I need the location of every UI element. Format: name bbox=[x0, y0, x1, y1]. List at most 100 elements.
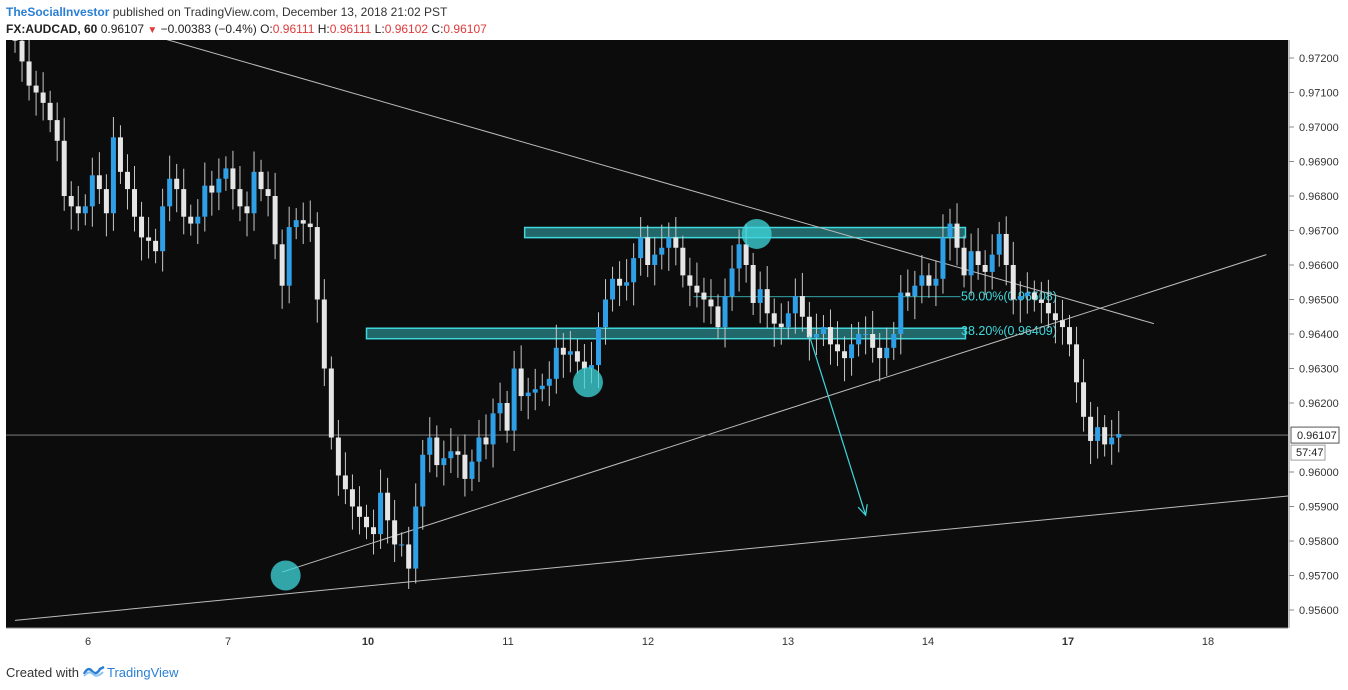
price-axis[interactable] bbox=[1289, 40, 1342, 628]
candle-down bbox=[645, 237, 651, 265]
support-zone bbox=[365, 327, 967, 340]
candle-down bbox=[806, 316, 812, 338]
x-tick-label: 7 bbox=[225, 636, 231, 648]
y-tick-label: 0.96900 bbox=[1299, 157, 1339, 169]
symbol-label[interactable]: FX:AUDCAD, 60 bbox=[6, 22, 98, 36]
candle-up bbox=[167, 178, 173, 207]
candle-down bbox=[617, 278, 623, 286]
y-tick-label: 0.96800 bbox=[1299, 191, 1339, 203]
candle-up bbox=[898, 292, 904, 334]
candle-up bbox=[497, 403, 503, 414]
candle-down bbox=[750, 265, 756, 303]
candle-down bbox=[483, 437, 489, 445]
trendline bbox=[14, 495, 1288, 621]
candle-down bbox=[132, 189, 138, 217]
candle-down bbox=[518, 368, 524, 397]
candle-up bbox=[511, 368, 517, 431]
x-tick-label: 18 bbox=[1202, 636, 1214, 648]
fib-level-label: 38.20%(0.96409) bbox=[961, 324, 1057, 338]
candle-up bbox=[856, 334, 862, 345]
candle-up bbox=[89, 175, 95, 207]
candle-down bbox=[314, 227, 320, 300]
arrow-head-icon bbox=[857, 504, 868, 517]
candle-up bbox=[448, 451, 454, 459]
candle-down bbox=[103, 189, 109, 214]
candle-up bbox=[539, 385, 545, 390]
y-tick-label: 0.96300 bbox=[1299, 364, 1339, 376]
candle-up bbox=[441, 458, 447, 466]
close-label: C: bbox=[431, 22, 444, 36]
candle-down bbox=[1031, 292, 1037, 300]
candle-up bbox=[785, 313, 791, 328]
candle-up bbox=[792, 296, 798, 314]
created-with-text: Created with bbox=[6, 665, 79, 680]
candle-up bbox=[919, 275, 925, 286]
low-value: 0.96102 bbox=[384, 22, 429, 36]
candle-down bbox=[61, 140, 67, 196]
candle-down bbox=[926, 275, 932, 286]
close-value: 0.96107 bbox=[443, 22, 487, 36]
candle-down bbox=[1074, 344, 1080, 383]
candle-down bbox=[265, 189, 271, 196]
candle-down bbox=[1038, 299, 1044, 303]
candle-down bbox=[230, 168, 236, 190]
candle-up bbox=[1116, 434, 1122, 438]
author-link[interactable]: TheSocialInvestor bbox=[6, 5, 110, 19]
candle-up bbox=[525, 392, 531, 397]
candle-up bbox=[631, 258, 637, 283]
tradingview-link[interactable]: TradingView bbox=[106, 665, 179, 680]
candle-up bbox=[532, 389, 538, 393]
candle-up bbox=[595, 327, 601, 366]
candle-down bbox=[799, 296, 805, 317]
y-tick-label: 0.96700 bbox=[1299, 226, 1339, 238]
candle-up bbox=[863, 334, 869, 335]
candle-up bbox=[546, 378, 552, 386]
candle-down bbox=[975, 251, 981, 265]
candle-down bbox=[47, 102, 53, 121]
x-tick-label: 13 bbox=[782, 636, 794, 648]
candle-down bbox=[778, 323, 784, 328]
marker-circle bbox=[741, 218, 772, 249]
time-axis[interactable] bbox=[6, 628, 1288, 656]
y-tick-label: 0.95900 bbox=[1299, 502, 1339, 514]
candle-up bbox=[610, 278, 616, 300]
price-change: −0.00383 (−0.4%) bbox=[160, 22, 257, 36]
candle-up bbox=[1017, 296, 1023, 300]
candle-up bbox=[588, 365, 594, 369]
y-tick-label: 0.96400 bbox=[1299, 329, 1339, 341]
last-price-axis-label: 0.96107 bbox=[1297, 430, 1337, 442]
marker-circle bbox=[270, 560, 301, 591]
candle-up bbox=[940, 237, 946, 279]
candle-down bbox=[153, 240, 159, 252]
candle-up bbox=[413, 506, 419, 569]
plot-area[interactable] bbox=[6, 40, 1288, 628]
candle-up bbox=[469, 461, 475, 479]
marker-circle bbox=[572, 367, 603, 398]
candle-up bbox=[989, 254, 995, 272]
candle-down bbox=[827, 327, 833, 345]
candle-down bbox=[877, 347, 883, 359]
candle-up bbox=[666, 237, 672, 248]
price-chart[interactable]: 50.00%(0.96508)38.20%(0.96409) 0.97200 0.9… bbox=[6, 40, 1342, 656]
candle-down bbox=[328, 368, 334, 438]
candle-down bbox=[1052, 313, 1058, 321]
candle-up bbox=[378, 492, 384, 535]
candle-down bbox=[743, 244, 749, 265]
candle-down bbox=[870, 334, 876, 348]
candle-down bbox=[462, 454, 468, 479]
y-tick-label: 0.96000 bbox=[1299, 467, 1339, 479]
candle-down bbox=[96, 175, 102, 190]
candle-down bbox=[300, 220, 306, 224]
candle-down bbox=[371, 527, 377, 535]
candle-down bbox=[392, 520, 398, 545]
candle-up bbox=[1109, 437, 1115, 445]
candle-down bbox=[1102, 427, 1108, 445]
candle-up bbox=[490, 413, 496, 445]
candle-down bbox=[687, 275, 693, 286]
candle-up bbox=[722, 296, 728, 328]
candle-down bbox=[771, 313, 777, 324]
candle-down bbox=[307, 223, 313, 228]
candle-down bbox=[694, 285, 700, 293]
candle-down bbox=[1045, 302, 1051, 314]
candle-down bbox=[504, 403, 510, 431]
